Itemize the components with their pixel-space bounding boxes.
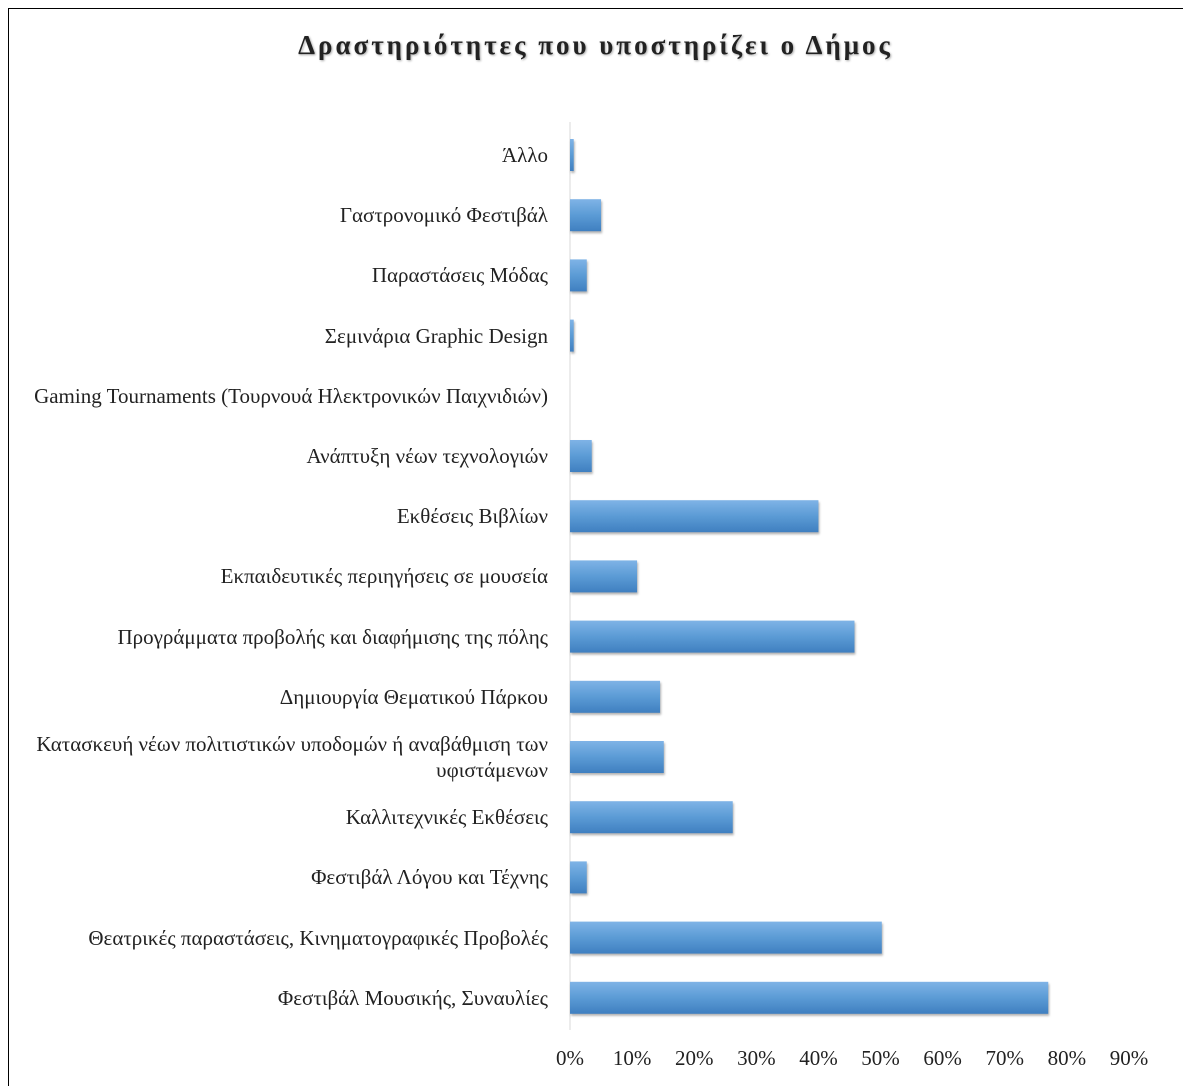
chart-title: Δραστηριότητες που υποστηρίζει ο Δήμος: [298, 30, 893, 60]
bar: [570, 319, 574, 352]
category-label: Gaming Tournaments (Τουρνουά Ηλεκτρονικώ…: [34, 383, 548, 408]
category-label: Προγράμματα προβολής και διαφήμισης της …: [117, 624, 548, 649]
x-tick-label: 70%: [986, 1046, 1025, 1070]
bar: [570, 861, 587, 894]
bar: [570, 199, 602, 232]
category-label: Καλλιτεχνικές Εκθέσεις: [345, 805, 548, 830]
x-tick-label: 90%: [1110, 1046, 1149, 1070]
bar: [570, 259, 587, 292]
frame: [8, 8, 1183, 1086]
bar: [570, 981, 1049, 1014]
category-label: Φεστιβάλ Μουσικής, Συναυλίες: [277, 985, 548, 1010]
category-label: Φεστιβάλ Λόγου και Τέχνης: [311, 865, 548, 890]
bar: [570, 741, 664, 773]
x-tick-label: 30%: [737, 1046, 776, 1070]
category-label: Θεατρικές παραστάσεις, Κινηματογραφικές …: [88, 925, 548, 950]
category-label: Δημιουργία Θεματικού Πάρκου: [279, 684, 548, 709]
x-tick-label: 0%: [556, 1046, 584, 1070]
category-label: Άλλο: [501, 143, 548, 167]
bar: [570, 139, 574, 171]
category-label: Εκθέσεις Βιβλίων: [396, 504, 548, 529]
category-label: Παραστάσεις Μόδας: [371, 263, 548, 288]
x-tick-label: 40%: [799, 1046, 838, 1070]
category-label: Κατασκευή νέων πολιτιστικών υποδομών ή α…: [36, 732, 548, 782]
bar: [570, 921, 882, 954]
x-tick-label: 50%: [861, 1046, 900, 1070]
bar: [570, 680, 661, 713]
bar: [570, 440, 592, 472]
category-label: Ανάπτυξη νέων τεχνολογιών: [306, 444, 548, 468]
bar: [570, 620, 855, 653]
x-tick-label: 80%: [1048, 1046, 1087, 1070]
x-tick-label: 20%: [675, 1046, 714, 1070]
category-label: Σεμινάρια Graphic Design: [324, 323, 548, 348]
category-label: Γαστρονομικό Φεστιβάλ: [339, 203, 548, 228]
x-tick-label: 10%: [613, 1046, 652, 1070]
bar: [570, 500, 819, 533]
bar: [570, 801, 733, 834]
x-tick-label: 60%: [923, 1046, 962, 1070]
category-label: Εκπαιδευτικές περιηγήσεις σε μουσεία: [220, 564, 548, 589]
bar: [570, 560, 638, 593]
